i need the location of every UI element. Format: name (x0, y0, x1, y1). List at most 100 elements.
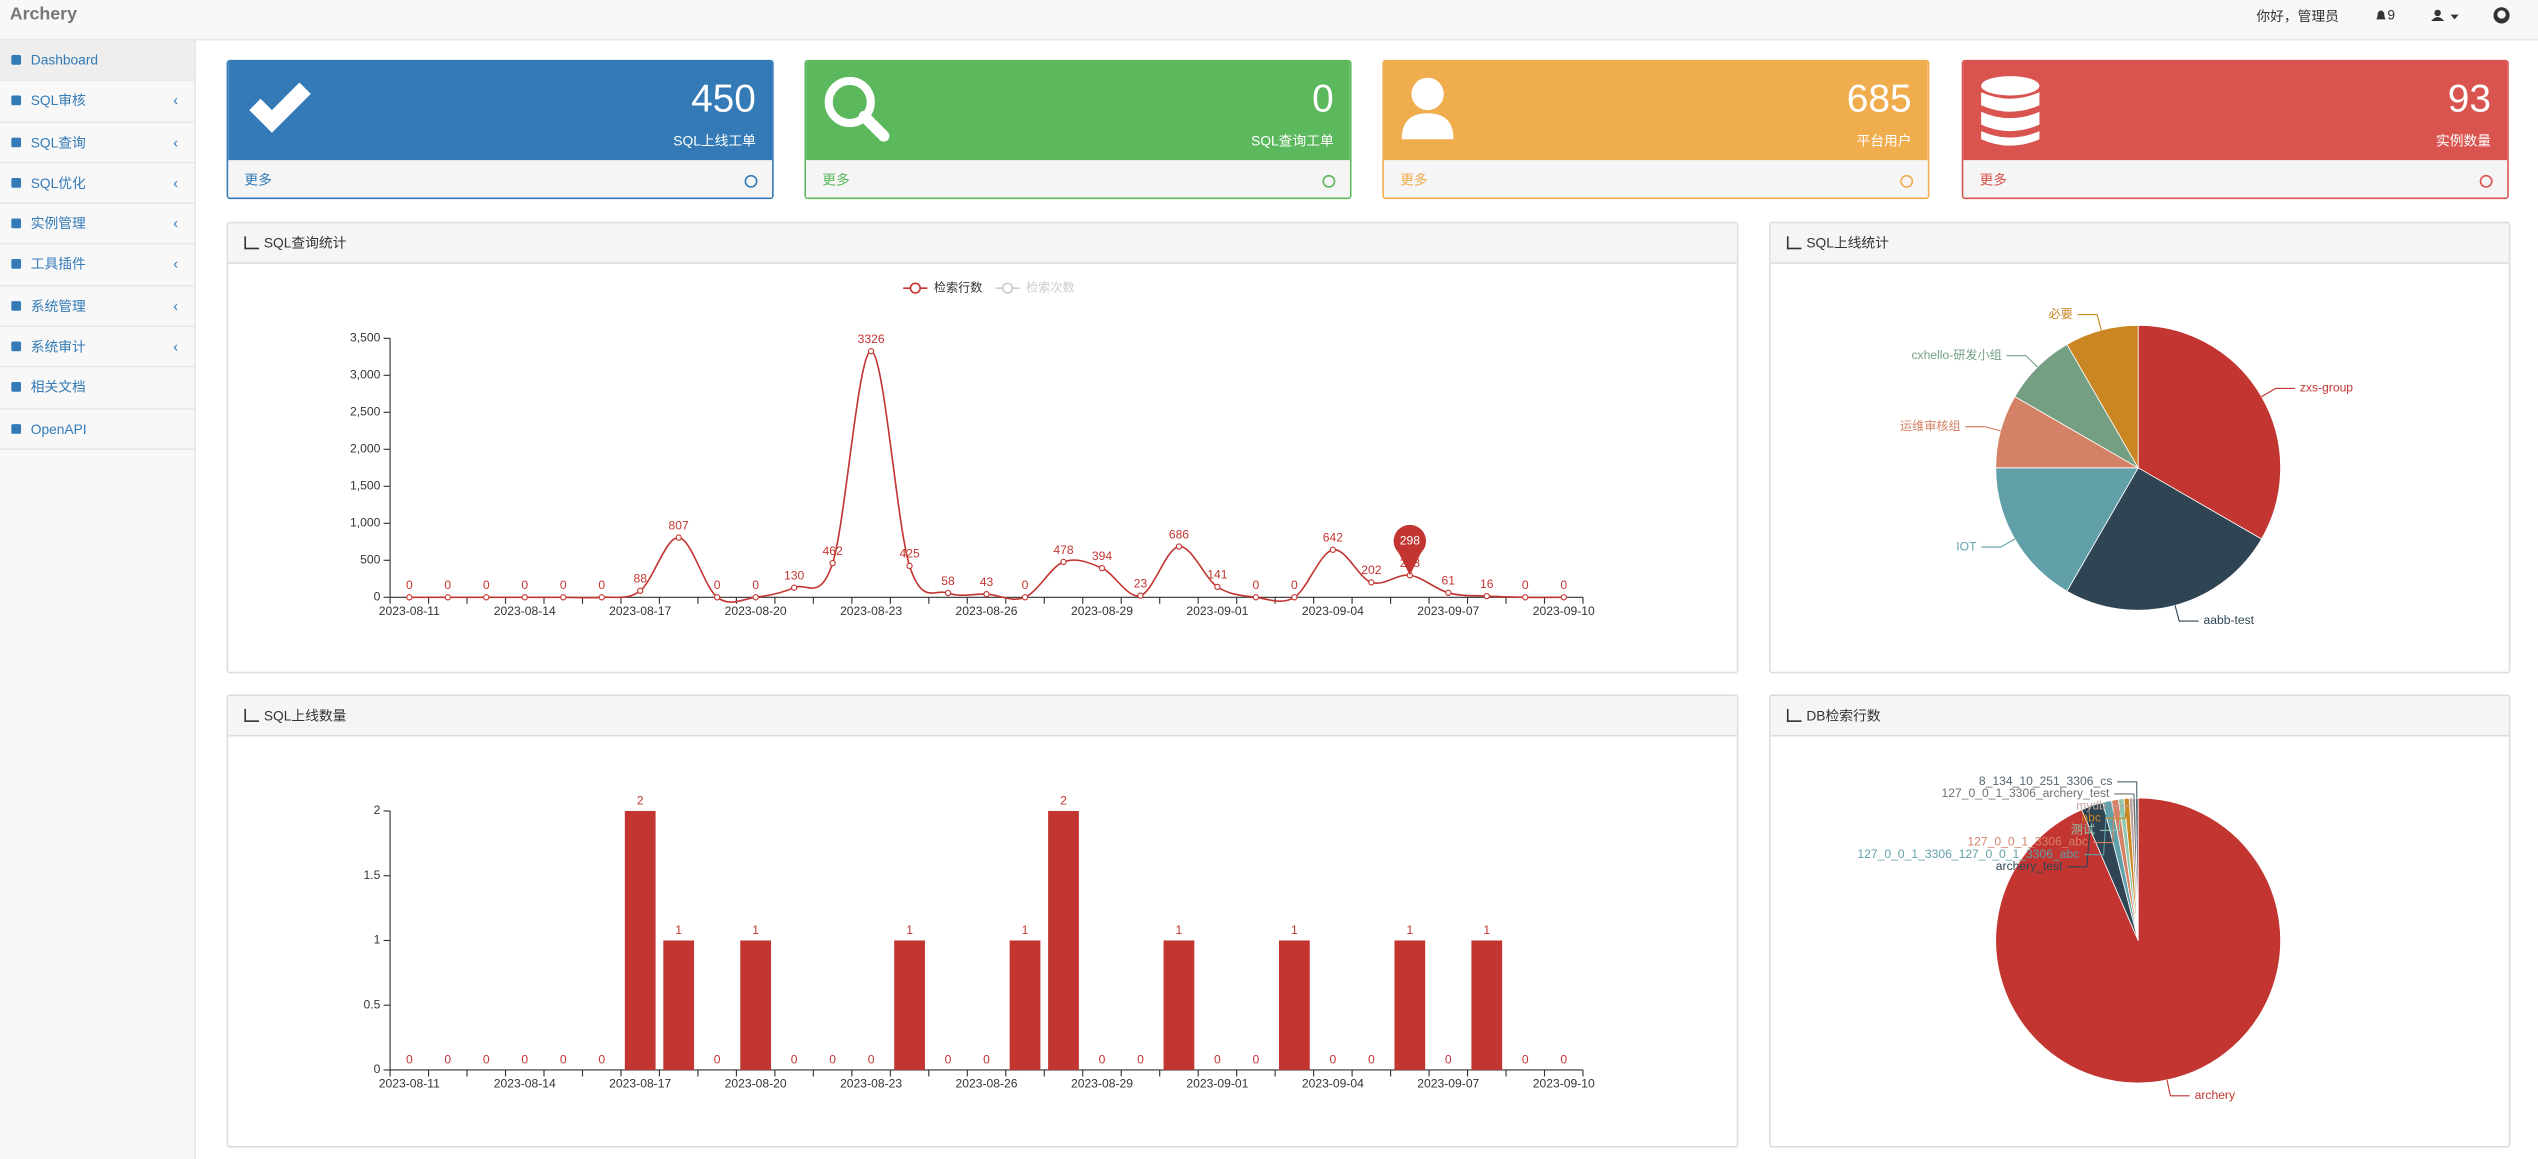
menu-label[interactable]: 实例管理 (30, 215, 86, 232)
pie-label: 127_0_0_1_3306_abc (1967, 835, 2088, 849)
stat-label: SQL上线工单 (673, 132, 756, 149)
data-label: 0 (1022, 578, 1029, 592)
more-text[interactable]: 更多 (1400, 171, 1428, 188)
stat-value: 93 (2447, 77, 2492, 122)
menu-label[interactable]: 相关文档 (30, 379, 86, 396)
point (1291, 594, 1298, 601)
legend-marker (1001, 282, 1014, 294)
data-label: 0 (560, 578, 567, 592)
bar (1279, 940, 1310, 1070)
more-link[interactable]: 更多 (228, 160, 773, 198)
more-text[interactable]: 更多 (1979, 171, 2008, 188)
data-label: 0 (983, 1052, 990, 1066)
menu-label[interactable]: OpenAPI (30, 420, 87, 437)
point (790, 584, 798, 591)
bar (663, 940, 695, 1070)
menu-item[interactable]: 实例管理 ‹ (0, 204, 195, 246)
more-text[interactable]: 更多 (244, 171, 272, 188)
data-label: 0 (560, 1052, 567, 1066)
stat-label: 平台用户 (1856, 132, 1912, 149)
data-label: 0 (714, 1052, 721, 1066)
y-tick-label: 1,500 (350, 479, 381, 493)
more-link[interactable]: 更多 (806, 160, 1350, 198)
menu-label[interactable]: 系统管理 (30, 297, 86, 314)
data-label: 43 (980, 575, 994, 589)
data-label: 88 (633, 572, 647, 586)
point (483, 594, 490, 601)
data-label: 58 (941, 574, 955, 588)
mark-pin (1393, 524, 1427, 576)
bar (1471, 940, 1503, 1070)
menu-item[interactable]: OpenAPI (0, 409, 195, 450)
github-icon[interactable] (2493, 6, 2511, 24)
point (752, 594, 759, 601)
data-label: 394 (1092, 549, 1112, 563)
more-link[interactable]: 更多 (1383, 160, 1928, 198)
legend-label: 检索次数 (1026, 279, 1075, 294)
menu-item[interactable]: 工具插件 ‹ (0, 245, 195, 287)
label-line (1965, 426, 2001, 432)
menu-item[interactable]: 系统审计 ‹ (0, 327, 195, 369)
data-label: 0 (598, 1052, 605, 1066)
x-tick-label: 2023-08-17 (609, 604, 671, 618)
line (409, 350, 1564, 603)
stat-card: 93 实例数量 更多 (1961, 59, 2509, 200)
label-line (2114, 793, 2135, 799)
more-link[interactable]: 更多 (1963, 160, 2508, 198)
point (1522, 594, 1529, 601)
menu-label[interactable]: 系统审计 (30, 338, 86, 355)
label-line (2261, 387, 2295, 398)
notification-count[interactable]: 9 (2387, 6, 2396, 23)
pie-label: 测试 (2071, 822, 2095, 837)
data-label: 0 (1329, 1052, 1336, 1066)
panel-title: SQL上线数量 (263, 707, 347, 724)
menu-item[interactable]: SQL查询 ‹ (0, 122, 195, 164)
menu-item[interactable]: 系统管理 ‹ (0, 286, 195, 328)
menu-item[interactable]: SQL审核 ‹ (0, 81, 195, 123)
data-label: 0 (1560, 1052, 1567, 1066)
pie-label: zxs-group (2300, 381, 2353, 395)
bell-icon[interactable] (2374, 8, 2387, 23)
data-label: 0 (521, 578, 528, 592)
more-text[interactable]: 更多 (822, 171, 850, 188)
menu-label[interactable]: SQL优化 (30, 174, 86, 191)
bar (894, 940, 925, 1070)
bar (624, 810, 656, 1070)
user-menu[interactable] (2431, 8, 2460, 23)
data-label: 1 (1406, 923, 1413, 937)
data-label: 1 (675, 923, 682, 937)
data-label: 0 (1522, 1052, 1529, 1066)
data-label: 478 (1053, 543, 1073, 557)
data-label: 0 (829, 1052, 836, 1066)
pie-label: 127_0_0_1_3306_127_0_0_1_3306_abc (1857, 847, 2079, 861)
x-tick-label: 2023-09-07 (1417, 1077, 1479, 1091)
stat-card: 685 平台用户 更多 (1382, 59, 1930, 200)
menu-label[interactable]: Dashboard (30, 51, 99, 68)
label-line (1981, 538, 2016, 548)
point (906, 562, 913, 570)
menu-item[interactable]: 相关文档 (0, 368, 195, 409)
pie-slice (2066, 324, 2139, 470)
y-tick-label: 2,500 (350, 405, 381, 419)
menu-label[interactable]: 工具插件 (30, 256, 86, 273)
user-icon (1401, 77, 1454, 140)
y-tick-label: 3,000 (350, 368, 381, 382)
data-label: 130 (784, 569, 804, 583)
y-tick-label: 1,000 (350, 516, 381, 530)
y-tick-label: 500 (360, 553, 380, 567)
brand[interactable]: Archery (9, 4, 78, 25)
mark-pin-label: 298 (1400, 533, 1420, 547)
pie-label: cxhello-研发小组 (1911, 347, 2001, 362)
x-tick-label: 2023-08-26 (956, 1077, 1018, 1091)
menu-item[interactable]: Dashboard (0, 40, 195, 82)
menu-label[interactable]: SQL查询 (30, 133, 86, 150)
menu-label[interactable]: SQL审核 (30, 92, 86, 109)
pie-label: archery_test (1996, 859, 2063, 873)
menu-item[interactable]: SQL优化 ‹ (0, 163, 195, 205)
point (829, 559, 836, 567)
x-tick-label: 2023-08-11 (379, 1077, 440, 1091)
point (1368, 579, 1375, 586)
sidebar: Dashboard SQL审核 ‹ SQL查询 ‹ SQL优化 ‹ 实例管理 ‹ 工具插… (0, 40, 196, 1159)
stat-value: 450 (691, 77, 756, 122)
x-tick-label: 2023-09-10 (1533, 604, 1595, 618)
